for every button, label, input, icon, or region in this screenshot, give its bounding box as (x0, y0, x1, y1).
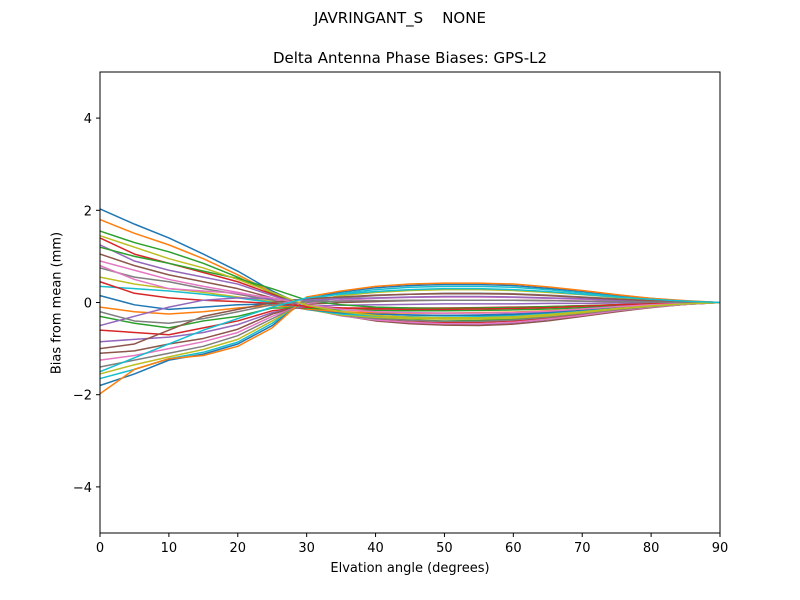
series-line-8 (99, 267, 721, 323)
y-tick-label: −2 (73, 389, 92, 404)
x-tick-label: 60 (505, 541, 522, 556)
series-line-30 (99, 287, 721, 373)
series-line-25 (99, 295, 721, 327)
chart-title: Delta Antenna Phase Biases: GPS-L2 (272, 49, 548, 67)
series-line-20 (99, 285, 721, 380)
x-tick-label: 30 (298, 541, 315, 556)
series-line-13 (99, 301, 721, 329)
y-tick-label: −4 (73, 481, 92, 496)
figure-suptitle: JAVRINGANT_S NONE (314, 9, 486, 27)
x-tick-label: 50 (436, 541, 453, 556)
series-line-6 (99, 253, 721, 327)
series-layer (99, 208, 721, 395)
series-line-22 (99, 282, 721, 395)
y-tick-label: 2 (84, 204, 92, 219)
y-tick-label: 4 (84, 112, 92, 127)
x-tick-label: 70 (574, 541, 591, 556)
series-line-7 (99, 260, 721, 325)
y-axis-ticks: −4 −2 0 2 4 (73, 112, 100, 496)
x-tick-label: 40 (367, 541, 384, 556)
y-tick-label: 0 (84, 297, 92, 312)
x-tick-label: 20 (230, 541, 247, 556)
series-line-26 (99, 292, 721, 350)
x-tick-label: 80 (643, 541, 660, 556)
series-line-27 (99, 264, 721, 314)
x-axis-label: Elvation angle (degrees) (330, 561, 490, 576)
x-tick-label: 0 (96, 541, 104, 556)
x-axis-ticks: 0 10 20 30 40 50 60 70 80 90 (96, 533, 728, 556)
x-tick-label: 90 (712, 541, 729, 556)
series-line-28 (99, 299, 720, 324)
y-axis-label: Bias from mean (mm) (49, 231, 65, 375)
series-line-15 (99, 301, 720, 343)
x-tick-label: 10 (161, 541, 178, 556)
series-line-29 (99, 234, 721, 319)
